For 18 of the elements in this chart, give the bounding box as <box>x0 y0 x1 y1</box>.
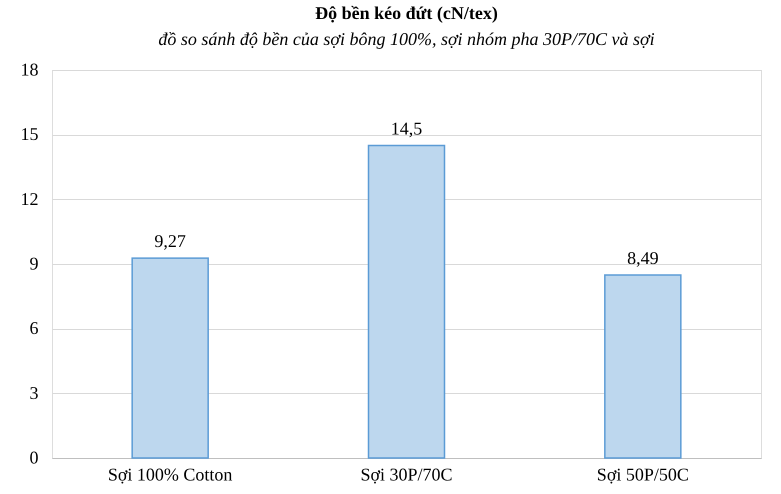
bar <box>131 257 209 459</box>
x-tick-label: Sợi 50P/50C <box>596 464 689 484</box>
x-tick-label: Sợi 100% Cotton <box>108 464 232 484</box>
y-tick-label: 15 <box>20 124 38 144</box>
y-tick-label: 9 <box>30 254 38 274</box>
data-label: 8,49 <box>627 248 659 268</box>
y-tick-label: 18 <box>20 60 38 80</box>
y-tick-label: 0 <box>30 448 38 468</box>
chart-title: Độ bền kéo đứt (cN/tex) <box>315 3 498 23</box>
x-tick-label: Sợi 30P/70C <box>360 464 453 484</box>
data-label: 9,27 <box>154 231 186 252</box>
bar <box>604 274 682 459</box>
y-tick-label: 3 <box>30 382 38 403</box>
y-tick-label: 6 <box>30 318 38 338</box>
y-tick-label: 12 <box>20 188 38 209</box>
data-label: 14,5 <box>390 118 422 138</box>
bar <box>368 144 446 459</box>
text: đồ so sánh độ bền của sợi bông 100%, sợi nhóm pha 30P/70C và sợi <box>158 29 655 49</box>
